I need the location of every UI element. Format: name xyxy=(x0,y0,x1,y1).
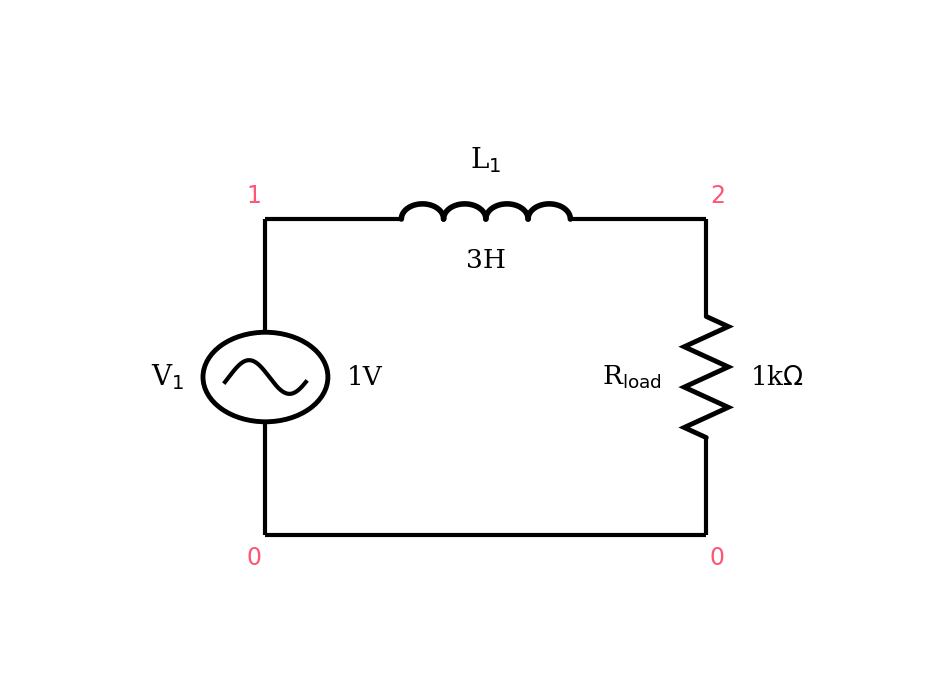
Text: 1k$\Omega$: 1k$\Omega$ xyxy=(751,365,804,389)
Text: V$_1$: V$_1$ xyxy=(152,362,185,392)
Text: R$_{\mathsf{load}}$: R$_{\mathsf{load}}$ xyxy=(602,363,662,391)
Text: 2: 2 xyxy=(710,185,725,209)
Text: L$_1$: L$_1$ xyxy=(470,145,501,175)
Text: 0: 0 xyxy=(710,546,725,570)
Text: 1V: 1V xyxy=(346,365,382,389)
Text: 0: 0 xyxy=(246,546,262,570)
Text: 3H: 3H xyxy=(465,248,506,273)
Text: 1: 1 xyxy=(246,185,262,209)
